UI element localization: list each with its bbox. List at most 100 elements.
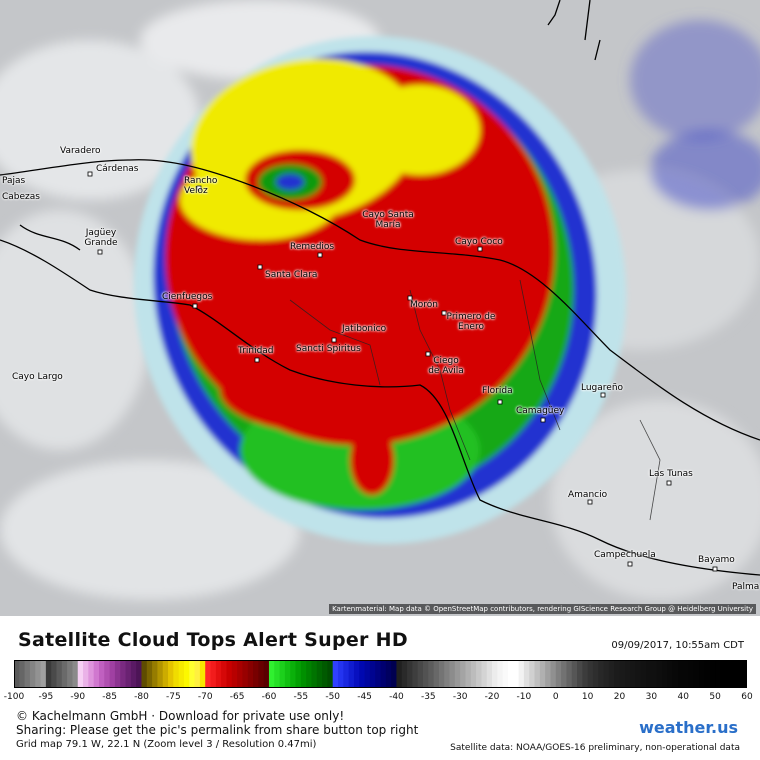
- scale-swatch: [412, 660, 419, 688]
- scale-tick-label: -70: [197, 692, 213, 702]
- scale-swatch: [741, 660, 747, 688]
- scale-swatch: [550, 660, 557, 688]
- scale-swatch: [476, 660, 483, 688]
- city-cayo-largo: Cayo Largo: [12, 372, 63, 382]
- scale-swatch: [231, 660, 238, 688]
- scale-swatch: [422, 660, 429, 688]
- scale-swatch: [348, 660, 355, 688]
- scale-swatch: [258, 660, 265, 688]
- scale-swatch: [120, 660, 127, 688]
- scale-swatch: [640, 660, 647, 688]
- scale-swatch: [592, 660, 599, 688]
- scale-tick-label: -85: [102, 692, 117, 702]
- city-camaguey: Camagüey: [516, 406, 565, 416]
- city-amancio: Amancio: [568, 490, 608, 500]
- city-las-tunas: Las Tunas: [649, 469, 693, 479]
- scale-swatch: [290, 660, 297, 688]
- scale-swatch: [215, 660, 222, 688]
- scale-swatch: [279, 660, 286, 688]
- scale-swatch: [24, 660, 31, 688]
- scale-tick-label: -75: [165, 692, 181, 702]
- scale-swatch: [460, 660, 467, 688]
- scale-swatch: [369, 660, 376, 688]
- scale-swatch: [136, 660, 143, 688]
- city-cayo-santa-maria: Cayo Santa María: [362, 210, 414, 230]
- scale-swatch: [693, 660, 700, 688]
- scale-swatch: [51, 660, 58, 688]
- city-primero-de-enero: Primero de Enero: [446, 312, 496, 332]
- scale-tick-label: 40: [677, 692, 689, 702]
- coastlines: [0, 0, 760, 576]
- scale-swatch: [566, 660, 573, 688]
- scale-swatch: [67, 660, 74, 688]
- sharing-line: Sharing: Please get the pic's permalink …: [16, 723, 419, 737]
- city-jaguey-grande: Jagüey Grande: [84, 228, 118, 248]
- scale-swatch: [561, 660, 567, 688]
- cloud-top-imagery: [0, 0, 760, 600]
- city-pajas: Pajas: [2, 176, 26, 186]
- scale-swatch: [709, 660, 716, 688]
- city-remedios: Remedios: [290, 242, 335, 252]
- scale-swatch: [598, 660, 605, 688]
- scale-swatch: [327, 660, 334, 688]
- scale-tick-label: -80: [134, 692, 149, 702]
- scale-swatch: [677, 660, 684, 688]
- scale-swatch: [407, 660, 413, 688]
- scale-swatch: [226, 660, 233, 688]
- timestamp: 09/09/2017, 10:55am CDT: [611, 640, 744, 651]
- scale-tick-label: -50: [325, 692, 341, 702]
- scale-swatch: [571, 660, 578, 688]
- scale-swatch: [619, 660, 626, 688]
- scale-swatch: [545, 660, 552, 688]
- scale-swatch: [651, 660, 658, 688]
- city-cardenas: Cárdenas: [96, 164, 139, 174]
- scale-swatch: [130, 660, 137, 688]
- scale-swatch: [189, 660, 196, 688]
- scale-tick-label: 60: [741, 692, 753, 702]
- scale-swatch: [343, 660, 350, 688]
- scale-swatch: [295, 660, 302, 688]
- scale-swatch: [77, 660, 84, 688]
- scale-swatch: [322, 660, 328, 688]
- scale-swatch: [359, 660, 366, 688]
- scale-swatch: [162, 660, 169, 688]
- scale-tick-label: -35: [420, 692, 436, 702]
- scale-swatch: [125, 660, 132, 688]
- scale-tick-label: -95: [38, 692, 54, 702]
- color-scale-ticks: -100 -95 -90 -85 -80 -75 -70 -65 -60 -55 -50 -45 -40…: [4, 692, 753, 704]
- scale-swatch: [699, 660, 706, 688]
- scale-swatch: [385, 660, 392, 688]
- city-varadero: Varadero: [60, 146, 101, 156]
- scale-swatch: [630, 660, 637, 688]
- scale-swatch: [375, 660, 382, 688]
- scale-swatch: [83, 660, 89, 688]
- scale-swatch: [454, 660, 461, 688]
- scale-tick-label: -10: [516, 692, 532, 702]
- scale-tick-label: 50: [709, 692, 721, 702]
- scale-swatch: [688, 660, 695, 688]
- scale-swatch: [353, 660, 360, 688]
- scale-tick-label: -30: [452, 692, 468, 702]
- scale-swatch: [242, 660, 249, 688]
- scale-swatch: [194, 660, 201, 688]
- scale-swatch: [173, 660, 180, 688]
- scale-swatch: [237, 660, 243, 688]
- scale-swatch: [61, 660, 68, 688]
- scale-swatch: [662, 660, 668, 688]
- page-title: Satellite Cloud Tops Alert Super HD: [18, 629, 408, 651]
- scale-swatch: [603, 660, 610, 688]
- scale-swatch: [168, 660, 174, 688]
- scale-swatch: [72, 660, 79, 688]
- scale-swatch: [391, 660, 398, 688]
- scale-swatch: [449, 660, 456, 688]
- city-bayamo: Bayamo: [698, 555, 735, 565]
- scale-border: [14, 660, 747, 688]
- scale-swatch: [396, 660, 403, 688]
- scale-swatch: [45, 660, 52, 688]
- scale-tick-label: 0: [552, 692, 559, 702]
- city-palma: Palma: [732, 582, 760, 592]
- city-trinidad: Trinidad: [238, 346, 274, 356]
- scale-swatch: [380, 660, 387, 688]
- scale-swatch: [306, 660, 313, 688]
- city-santa-clara: Santa Clara: [265, 270, 318, 280]
